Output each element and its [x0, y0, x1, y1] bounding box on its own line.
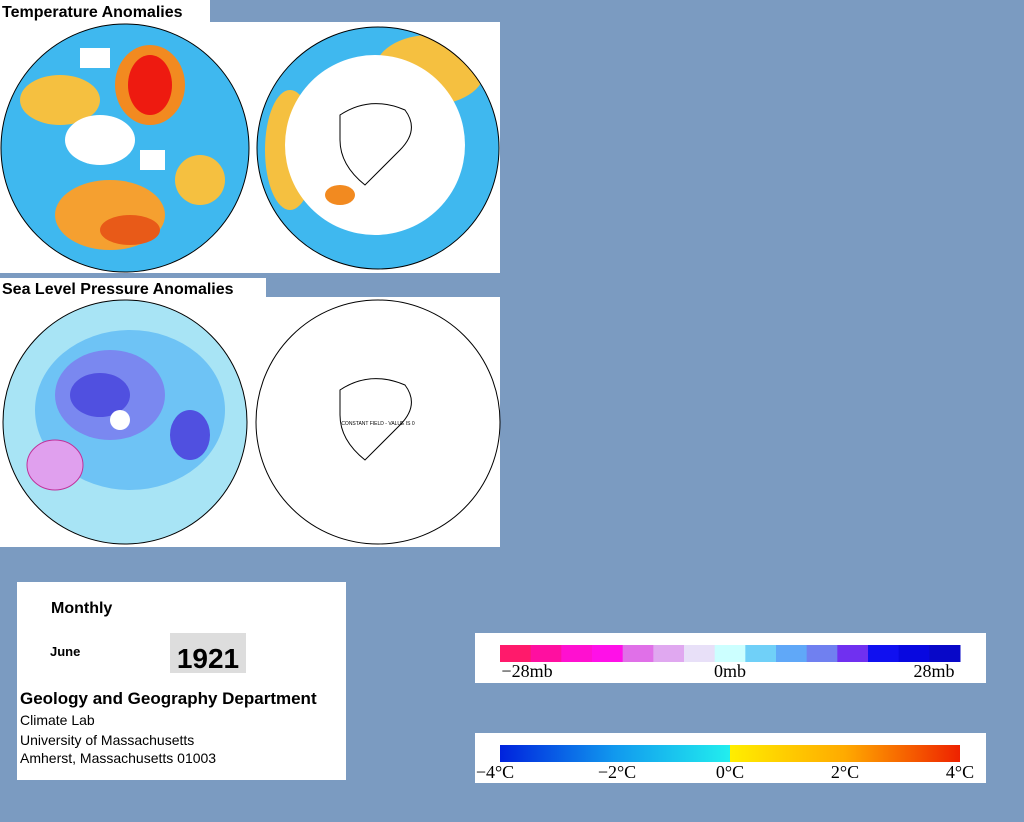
nh-temperature-map: [1, 24, 249, 272]
color-swatch: [776, 645, 808, 662]
title-bg: [0, 0, 210, 22]
color-swatch: [530, 645, 562, 662]
legend-label: 4°C: [946, 762, 974, 782]
legend-label: −2°C: [598, 762, 636, 782]
color-swatch: [806, 645, 838, 662]
pressure-colorbar: [500, 645, 961, 662]
color-swatch: [929, 645, 961, 662]
legend-label: −4°C: [476, 762, 514, 782]
info-box: [17, 582, 346, 780]
color-swatch: [500, 645, 532, 662]
nh-pressure-map: [3, 300, 247, 544]
globe-outline: [255, 299, 501, 545]
info-line: University of Massachusetts: [20, 732, 194, 748]
globe-outline: [0, 23, 250, 273]
department: Geology and Geography Department: [20, 689, 317, 708]
info-line: Climate Lab: [20, 712, 95, 728]
constant-field-note: CONSTANT FIELD - VALUE IS 0: [341, 421, 415, 427]
color-swatch: [898, 645, 930, 662]
antarctica: [339, 103, 412, 186]
pressure-title: Sea Level Pressure Anomalies: [2, 281, 234, 298]
legend-label: −28mb: [501, 661, 552, 681]
globe-outline: [256, 26, 500, 270]
temperature-colorbar: [500, 745, 960, 762]
globe-outline: [2, 299, 248, 545]
temperature-title: Temperature Anomalies: [2, 4, 183, 21]
sh-temperature-map: [257, 27, 499, 269]
color-swatch: [714, 645, 746, 662]
legend-label: 28mb: [913, 661, 954, 681]
color-swatch: [837, 645, 869, 662]
legend-label: 0mb: [714, 661, 746, 681]
color-swatch: [653, 645, 685, 662]
color-swatch: [592, 645, 624, 662]
color-swatch: [684, 645, 716, 662]
color-swatch: [561, 645, 593, 662]
antarctica: [339, 378, 412, 461]
year-bg: [170, 633, 246, 673]
year: 1921: [177, 643, 239, 674]
period: Monthly: [51, 600, 112, 617]
title-bg: [0, 278, 266, 297]
info-line: Amherst, Massachusetts 01003: [20, 750, 216, 766]
month: June: [50, 644, 80, 659]
legend-label: 0°C: [716, 762, 744, 782]
color-swatch: [868, 645, 900, 662]
color-swatch: [745, 645, 777, 662]
legend-label: 2°C: [831, 762, 859, 782]
color-swatch: [622, 645, 654, 662]
